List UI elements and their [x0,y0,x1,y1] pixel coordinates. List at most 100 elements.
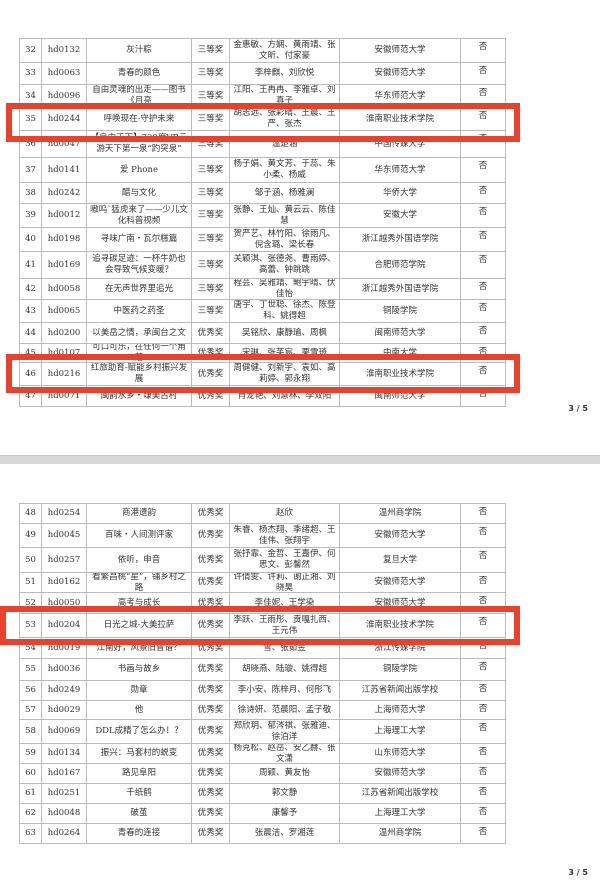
page-indicator: 3 / 5 [568,868,588,877]
cell-entry-title: 呼唤现在-守护未来 [86,108,191,130]
cell-entry-title: 依听，申音 [86,548,191,572]
cell-flag: 否 [460,824,506,843]
table-row: 57 hd0029 他优秀奖 徐诗妍、范晨阳、孟子敬 上海师范大学否 [19,701,506,720]
cell-school: 安徽师范大学 [339,573,460,592]
cell-school: 华东师范大学 [339,85,460,107]
cell-award-level: 三等奖 [191,183,229,203]
cell-award-level: 优秀奖 [191,720,229,743]
cell-authors: 许倩雯、许莉、谢正湘、刘晓昊 [229,573,339,592]
cell-row-number: 33 [19,63,41,84]
table-row: 43 hd0065 中医药之药圣 三等奖 唐宇、丁世聪、徐杰、陈登科、姚得超 铜陵学院否 [19,300,506,323]
cell-flag: 否 [460,344,506,362]
cell-authors: 宋琳、张芙宸、栗雪琦 [229,344,339,362]
cell-flag: 否 [460,720,506,743]
cell-award-level: 三等奖 [191,39,229,62]
cell-flag: 否 [460,323,506,343]
cell-school: 山东师范大学 [339,744,460,763]
table-row: 62 hd0048 破茧 优秀奖 康馨予 上海理工大学否 [19,804,506,824]
cell-school: 上海理工大学 [339,720,460,743]
cell-row-number: 44 [19,323,41,343]
cell-flag: 否 [460,744,506,763]
cell-flag: 否 [460,593,506,613]
cell-row-number: 42 [19,279,41,299]
cell-entry-id: hd0069 [41,720,86,743]
cell-entry-id: hd0063 [41,63,86,84]
cell-entry-title: 书画与故乡 [86,659,191,680]
cell-row-number: 34 [19,85,41,107]
cell-entry-title: 破茧 [86,804,191,823]
cell-entry-title: 寻味广南・瓦尔糕篇 [86,228,191,251]
cell-award-level: 三等奖 [191,300,229,322]
cell-authors: 李跃、王雨彤、贡嘎扎西、王元伟 [229,614,339,637]
cell-authors: 邹子涵、杨雅澜 [229,183,339,203]
cell-row-number: 47 [19,386,41,406]
cell-award-level: 三等奖 [191,63,229,84]
cell-award-level: 优秀奖 [191,804,229,823]
cell-flag: 否 [460,614,506,637]
cell-flag: 否 [460,638,506,658]
cell-authors: 胡志远、张彩晴、王晨、王严、张杰 [229,108,339,130]
cell-authors: 胡晓燕、陆璇、姚得超 [229,659,339,680]
cell-authors: 温楚涵 [229,131,339,157]
cell-award-level: 三等奖 [191,204,229,227]
cell-entry-id: hd0251 [41,784,86,803]
cell-row-number: 50 [19,548,41,572]
cell-entry-title: 勋章 [86,681,191,700]
cell-award-level: 三等奖 [191,252,229,278]
cell-row-number: 38 [19,183,41,203]
table-row: 41 hd0169 追寻碳足迹：一杯牛奶也会导致气候变暖？ 三等奖 关颖淇、张德尧、曹雨… [19,252,506,279]
cell-row-number: 45 [19,344,41,362]
cell-flag: 否 [460,108,506,130]
cell-award-level: 优秀奖 [191,344,229,362]
cell-award-level: 优秀奖 [191,323,229,343]
results-table-page-2: 48 hd0254 商港遗韵 优秀奖 赵欣 温州商学院否 49 hd0045 百味・人间测评家优… [19,503,506,844]
cell-school: 浙江越秀外国语学院 [339,228,460,251]
cell-award-level: 优秀奖 [191,784,229,803]
document-page-2: 48 hd0254 商港遗韵 优秀奖 赵欣 温州商学院否 49 hd0045 百味・人间测评家优… [0,464,600,883]
cell-row-number: 52 [19,593,41,613]
cell-row-number: 36 [19,131,41,157]
cell-award-level: 优秀奖 [191,386,229,406]
cell-school: 江苏省新闻出版学校 [339,681,460,700]
cell-row-number: 56 [19,681,41,700]
cell-entry-id: hd0071 [41,386,86,406]
cell-authors: 吴铭欣、康静瑜、周枫 [229,323,339,343]
cell-authors: 江阳、王冉冉、李雅卓、刘真子 [229,85,339,107]
cell-entry-id: hd0216 [41,363,86,385]
cell-authors: 程芸、吴雅靖、鲍宇晴、伏佳怡 [229,279,339,299]
cell-entry-id: hd0254 [41,504,86,523]
cell-entry-id: hd0162 [41,573,86,592]
cell-entry-id: hd0257 [41,548,86,572]
cell-entry-title: 日光之城-大美拉萨 [86,614,191,637]
cell-award-level: 优秀奖 [191,614,229,637]
cell-entry-id: hd0096 [41,85,86,107]
cell-award-level: 优秀奖 [191,638,229,658]
cell-authors: 朱睿、杨杰翔、季绪超、王佳伟、张翔宇 [229,524,339,547]
highlight-box [0,606,520,645]
cell-school: 安徽大学 [339,204,460,227]
cell-entry-id: hd0065 [41,300,86,322]
cell-flag: 否 [460,784,506,803]
cell-authors: 关颖淇、张德尧、曹雨婷、高蕾、钟跳跳 [229,252,339,278]
cell-school: 中南大学 [339,344,460,362]
cell-school: 华侨大学 [339,183,460,203]
cell-entry-id: hd0198 [41,228,86,251]
cell-flag: 否 [460,363,506,385]
cell-authors: 周健健、刘新宇、袁如、高莉婷、郭永翔 [229,363,339,385]
cell-award-level: 优秀奖 [191,593,229,613]
cell-entry-title: 青春的连接 [86,824,191,843]
cell-entry-id: hd0200 [41,323,86,343]
cell-school: 上海理工大学 [339,804,460,823]
cell-row-number: 62 [19,804,41,823]
table-row: 56 hd0249 勋章 优秀奖 李小安、陈梓月、何彤飞 江苏省新闻出版学校否 [19,681,506,701]
cell-school: 闽南师范大学 [339,386,460,406]
cell-entry-title: 看繁昌桃“星”，铺乡村之路 [86,573,191,592]
cell-flag: 否 [460,300,506,322]
cell-award-level: 三等奖 [191,108,229,130]
cell-row-number: 55 [19,659,41,680]
cell-school: 合肥师范学院 [339,252,460,278]
cell-entry-title: 高考与成长 [86,593,191,613]
cell-entry-title: 红旅助育-赋能乡村振兴发展 [86,363,191,385]
cell-row-number: 54 [19,638,41,658]
cell-entry-title: 青春的颜色 [86,63,191,84]
